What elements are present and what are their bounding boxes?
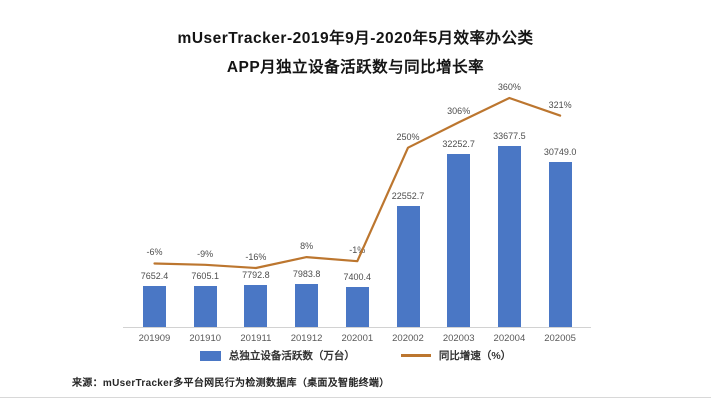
x-tick-202002: 202002 bbox=[392, 333, 424, 344]
legend-item-line-series: 同比增速（%） bbox=[400, 348, 512, 363]
bar-202003 bbox=[447, 154, 471, 327]
x-tick-202004: 202004 bbox=[493, 333, 526, 344]
chart-title-line-1: mUserTracker-2019年9月-2020年5月效率办公类 bbox=[177, 30, 534, 47]
bar-202004 bbox=[497, 146, 521, 327]
bar-201912 bbox=[295, 284, 319, 327]
growth-label-202005: 321% bbox=[548, 99, 572, 110]
bar-value-label-201910: 7605.1 bbox=[191, 271, 219, 281]
line-series-swatch bbox=[400, 354, 431, 357]
x-tick-201912: 201912 bbox=[290, 333, 323, 344]
growth-label-201912: 8% bbox=[300, 241, 314, 252]
growth-label-202001: -1% bbox=[349, 245, 366, 256]
bar-series-label: 总独立设备活跃数（万台） bbox=[228, 350, 355, 362]
x-tick-202003: 202003 bbox=[442, 333, 475, 344]
bar-value-label-201911: 7792.8 bbox=[242, 270, 270, 280]
bar-value-label-202001: 7400.4 bbox=[343, 272, 372, 282]
chart-plot: 7652.4 -6% 201909 7605.1 -9% 201910 7792.8 -16%… bbox=[123, 82, 596, 361]
bar-202002 bbox=[396, 206, 420, 327]
bar-202001 bbox=[345, 287, 369, 327]
bar-series-swatch bbox=[199, 350, 221, 361]
bar-value-label-202005: 30749.0 bbox=[543, 147, 577, 157]
legend-item-bar-series: 总独立设备活跃数（万台） bbox=[199, 348, 355, 363]
x-tick-202005: 202005 bbox=[544, 333, 576, 344]
x-tick-201911: 201911 bbox=[240, 333, 272, 344]
chart-legend: 总独立设备活跃数（万台） 同比增速（%） bbox=[0, 348, 711, 363]
growth-label-201909: -6% bbox=[146, 247, 163, 258]
x-tick-201909: 201909 bbox=[138, 333, 171, 344]
chart-title: mUserTracker-2019年9月-2020年5月效率办公类 APP月独立… bbox=[0, 24, 711, 82]
x-tick-201910: 201910 bbox=[189, 333, 222, 344]
growth-label-202003: 306% bbox=[447, 106, 471, 117]
x-axis-line bbox=[123, 327, 591, 328]
bar-value-label-202004: 33677.5 bbox=[493, 131, 526, 141]
growth-label-201910: -9% bbox=[197, 248, 214, 259]
chart-title-line-2: APP月独立设备活跃数与同比增长率 bbox=[226, 59, 485, 76]
bar-value-label-201909: 7652.4 bbox=[140, 271, 169, 281]
line-series-label: 同比增速（%） bbox=[438, 350, 512, 362]
source-note: 来源：mUserTracker多平台网民行为检测数据库（桌面及智能终端） bbox=[72, 378, 390, 389]
page-bottom-edge bbox=[0, 397, 711, 398]
growth-label-202002: 250% bbox=[396, 131, 420, 142]
bar-201909 bbox=[143, 286, 166, 327]
x-tick-202001: 202001 bbox=[341, 333, 374, 344]
bar-value-label-202002: 22552.7 bbox=[391, 191, 425, 201]
bar-201910 bbox=[193, 286, 217, 327]
bar-201911 bbox=[244, 285, 268, 327]
growth-label-202004: 360% bbox=[497, 82, 521, 92]
bar-value-label-201912: 7983.8 bbox=[292, 269, 321, 279]
bar-202005 bbox=[548, 162, 572, 327]
growth-label-201911: -16% bbox=[245, 252, 267, 262]
